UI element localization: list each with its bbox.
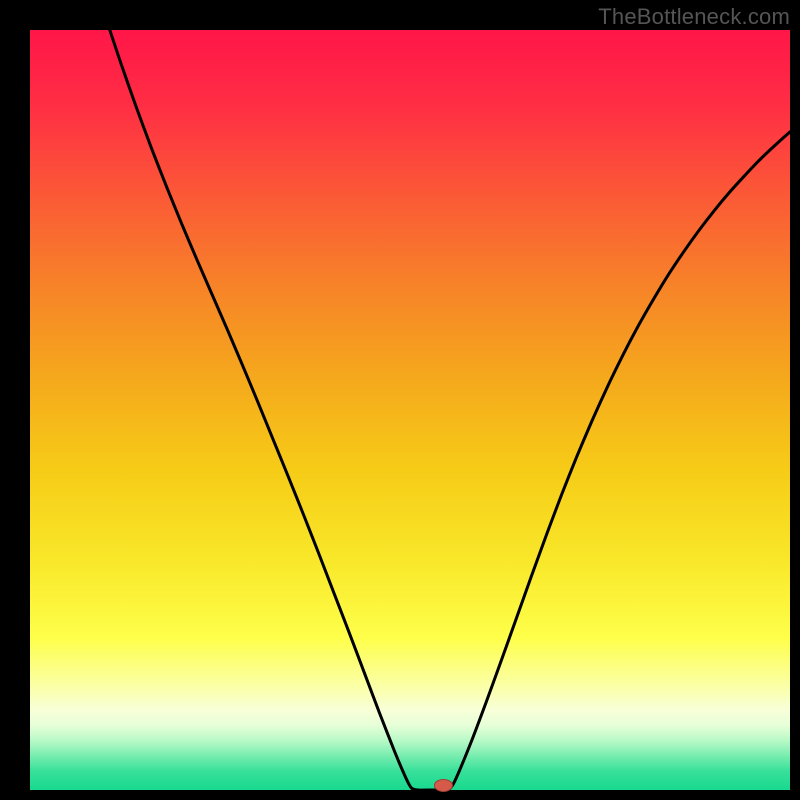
bottleneck-chart — [0, 0, 800, 800]
watermark-text: TheBottleneck.com — [598, 4, 790, 30]
optimal-point-marker — [434, 779, 452, 791]
chart-container: TheBottleneck.com — [0, 0, 800, 800]
plot-background — [30, 30, 790, 790]
